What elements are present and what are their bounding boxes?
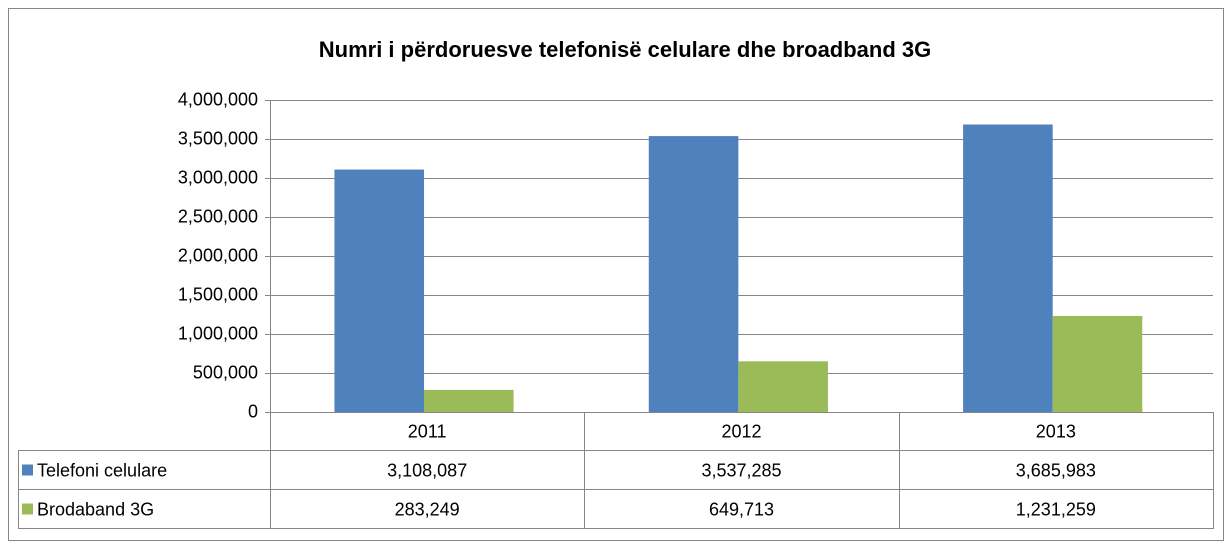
bar [648, 136, 739, 412]
legend-key [22, 464, 33, 476]
y-tick-label: 1,000,000 [178, 323, 258, 343]
y-tick-label: 2,000,000 [178, 245, 258, 265]
chart-title: Numri i përdoruesve telefonisë celulare … [319, 37, 932, 62]
y-tick-label: 0 [248, 401, 258, 421]
data-label: 3,108,087 [387, 460, 467, 480]
bar [963, 124, 1053, 413]
y-tick-label: 3,500,000 [178, 128, 258, 148]
bar [1052, 315, 1143, 412]
y-tick-label: 2,500,000 [178, 206, 258, 226]
data-label: 3,537,285 [701, 460, 781, 480]
bar [738, 361, 828, 412]
bar [424, 389, 514, 412]
bar [334, 169, 425, 412]
y-tick-label: 4,000,000 [178, 89, 258, 109]
x-tick-label: 2012 [721, 421, 761, 441]
y-tick-label: 3,000,000 [178, 167, 258, 187]
x-tick-label: 2013 [1036, 421, 1076, 441]
y-tick-label: 1,500,000 [178, 284, 258, 304]
x-tick-label: 2011 [408, 421, 447, 441]
data-label: 3,685,983 [1016, 460, 1096, 480]
legend-label: Telefoni celulare [37, 460, 167, 480]
y-tick-label: 500,000 [193, 362, 258, 382]
data-label: 283,249 [395, 499, 460, 519]
data-label: 649,713 [709, 499, 774, 519]
legend-label: Brodaband 3G [37, 499, 154, 519]
data-label: 1,231,259 [1016, 499, 1096, 519]
legend-key [22, 503, 33, 515]
